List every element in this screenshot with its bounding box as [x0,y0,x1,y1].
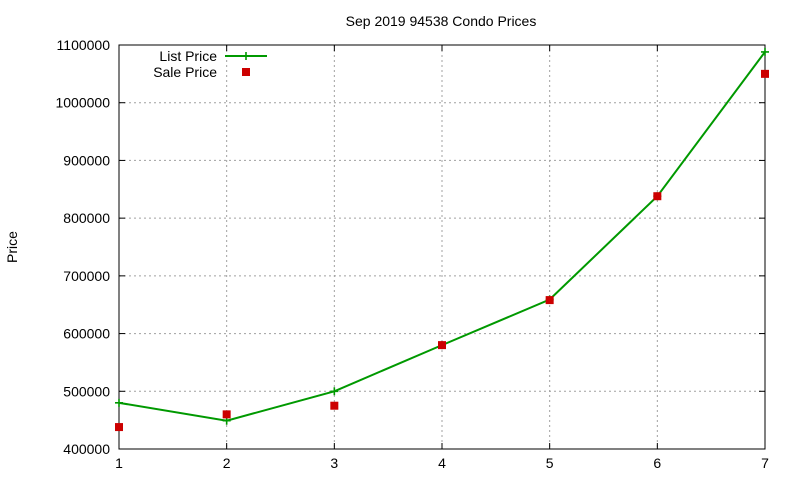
y-tick-label: 800000 [63,210,110,226]
data-series [115,47,769,432]
y-tick-label: 900000 [63,152,110,168]
grid-lines [119,45,765,449]
y-tick-label: 1100000 [57,37,111,53]
sale-price-point [438,341,446,350]
series-1 [115,69,769,432]
y-tick-label: 600000 [63,326,110,342]
x-tick-label: 1 [115,455,123,471]
y-tick-label: 400000 [63,441,110,457]
x-tick-label: 7 [761,455,769,471]
legend-square-marker [242,68,250,76]
sale-price-point [545,296,554,305]
y-tick-label: 500000 [63,383,110,399]
legend-plus-marker [242,52,250,60]
legend-label: List Price [159,48,217,64]
x-tick-label: 2 [223,455,231,471]
sale-price-point [761,69,769,78]
sale-price-point [653,192,662,201]
list-price-point [761,47,769,56]
chart-title: Sep 2019 94538 Condo Prices [346,13,537,29]
axes: 400000 500000 600000 700000 800000 900000 1000… [55,37,769,471]
sale-price-point [330,401,339,410]
x-tick-label: 6 [653,455,661,471]
list-price-point [115,398,123,407]
sale-price-point [115,423,123,432]
sale-price-point [222,410,231,419]
x-tick-label: 5 [546,455,554,471]
x-tick-label: 3 [330,455,338,471]
y-tick-label: 1000000 [55,95,110,111]
list-price-point [330,387,339,396]
x-tick-label: 4 [438,455,446,471]
y-tick-label: 700000 [63,268,110,284]
legend-label: Sale Price [153,64,217,80]
y-axis-label: Price [4,231,20,263]
